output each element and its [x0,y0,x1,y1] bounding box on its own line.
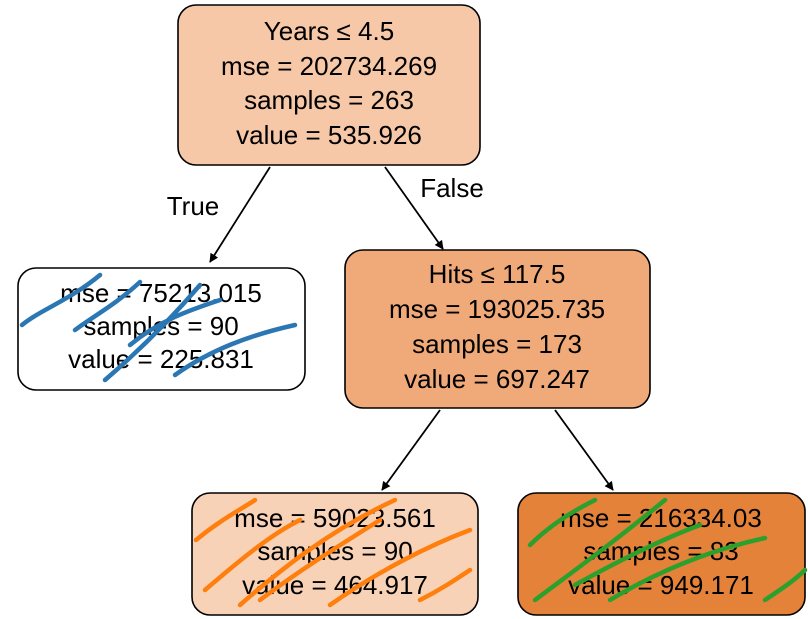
scribbles [19,272,808,608]
scribble [527,497,808,603]
node-line: mse = 59023.561 [234,503,436,533]
node: mse = 216334.03 samples = 83 value = 949… [517,492,806,616]
node-box [344,249,651,409]
node: Hits ≤ 117.5 mse = 193025.735 samples = … [344,249,651,409]
edge [554,409,614,491]
node-line: mse = 75213.015 [60,278,262,308]
edge-label: False [420,173,484,203]
edge [381,409,441,491]
scribble [19,272,298,383]
node: Years ≤ 4.5 mse = 202734.269 samples = 2… [177,4,481,166]
node-line: value = 535.926 [236,120,422,150]
node-line: Years ≤ 4.5 [264,16,394,46]
node-line: samples = 263 [244,85,414,115]
node-line: Hits ≤ 117.5 [429,259,566,289]
node-line: samples = 173 [412,329,582,359]
edge-label: True [167,191,220,221]
scribble [193,497,473,608]
node-line: mse = 193025.735 [389,294,605,324]
node-line: mse = 216334.03 [560,503,762,533]
node-box [517,492,806,616]
node-line: value = 697.247 [404,364,590,394]
edges: True False [167,166,614,491]
node-line: mse = 202734.269 [221,51,437,81]
edge [384,166,444,250]
edge [209,166,271,263]
node-box [177,4,481,166]
